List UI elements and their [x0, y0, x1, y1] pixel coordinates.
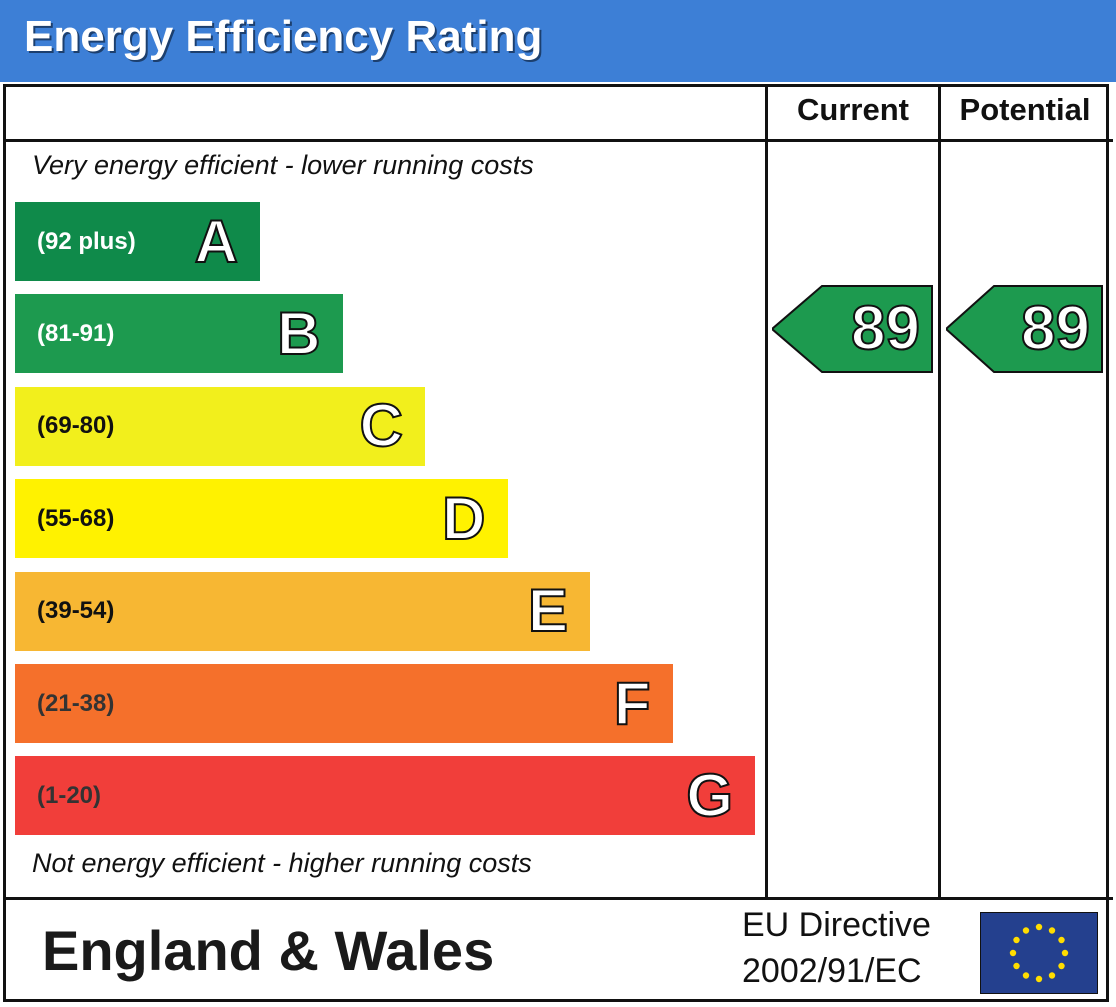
flag-star [1022, 927, 1030, 934]
current-rating-arrow: 89 [772, 284, 934, 374]
band-range-label: (1-20) [37, 781, 102, 809]
bottom-caption: Not energy efficient - higher running co… [32, 848, 532, 878]
potential-rating-arrow: 89 [946, 284, 1104, 374]
top-caption: Very energy efficient - lower running co… [32, 150, 534, 180]
band-range-label: (39-54) [37, 597, 115, 625]
band-c: (69-80) C [15, 386, 425, 466]
band-letter: A [194, 207, 239, 275]
band-range-label: (92 plus) [37, 227, 136, 255]
flag-star [1058, 936, 1065, 944]
band-b: (81-91) B [15, 294, 343, 374]
current-column-divider [765, 84, 768, 899]
potential-column-divider [938, 84, 941, 899]
flag-star [1009, 949, 1017, 957]
band-e: (39-54) E [15, 571, 590, 651]
flag-star [1048, 972, 1056, 979]
band-range-label: (21-38) [37, 689, 115, 717]
directive-line-2: 2002/91/EC [742, 952, 922, 990]
band-range-label: (69-80) [37, 412, 115, 440]
band-f: (21-38) F [15, 664, 673, 743]
potential-arrow-shape [946, 284, 1103, 373]
directive-line-1: EU Directive [742, 906, 931, 944]
chart-title: Energy Efficiency Rating [24, 12, 543, 61]
header-row-divider [3, 139, 1113, 142]
current-rating-value: 89 [850, 293, 921, 363]
band-letter: E [527, 577, 569, 645]
flag-star [1061, 949, 1069, 957]
footer-row-divider [3, 897, 1113, 900]
band-letter: C [359, 392, 404, 460]
band-range-label: (55-68) [37, 504, 115, 532]
band-letter: B [276, 299, 321, 367]
band-letter: F [613, 669, 652, 737]
band-a: (92 plus) A [15, 202, 260, 281]
current-column-header: Current [797, 92, 909, 127]
flag-star [1048, 927, 1056, 934]
flag-star [1058, 962, 1065, 970]
potential-rating-value: 89 [1020, 293, 1091, 363]
region-label: England & Wales [42, 919, 495, 982]
flag-star [1013, 936, 1020, 944]
header-bar: Energy Efficiency Rating [0, 0, 1116, 82]
band-letter: D [441, 484, 486, 552]
flag-star [1013, 962, 1020, 970]
flag-star [1035, 975, 1043, 983]
potential-column-header: Potential [959, 92, 1091, 127]
current-arrow-shape [772, 284, 933, 373]
band-g: (1-20) G [15, 756, 755, 836]
band-range-label: (81-91) [37, 319, 115, 347]
flag-star [1022, 972, 1030, 979]
band-d: (55-68) D [15, 479, 508, 559]
chart-frame [3, 84, 1109, 1002]
flag-star [1035, 923, 1043, 931]
eu-flag-icon [980, 912, 1098, 994]
band-letter: G [685, 761, 734, 829]
